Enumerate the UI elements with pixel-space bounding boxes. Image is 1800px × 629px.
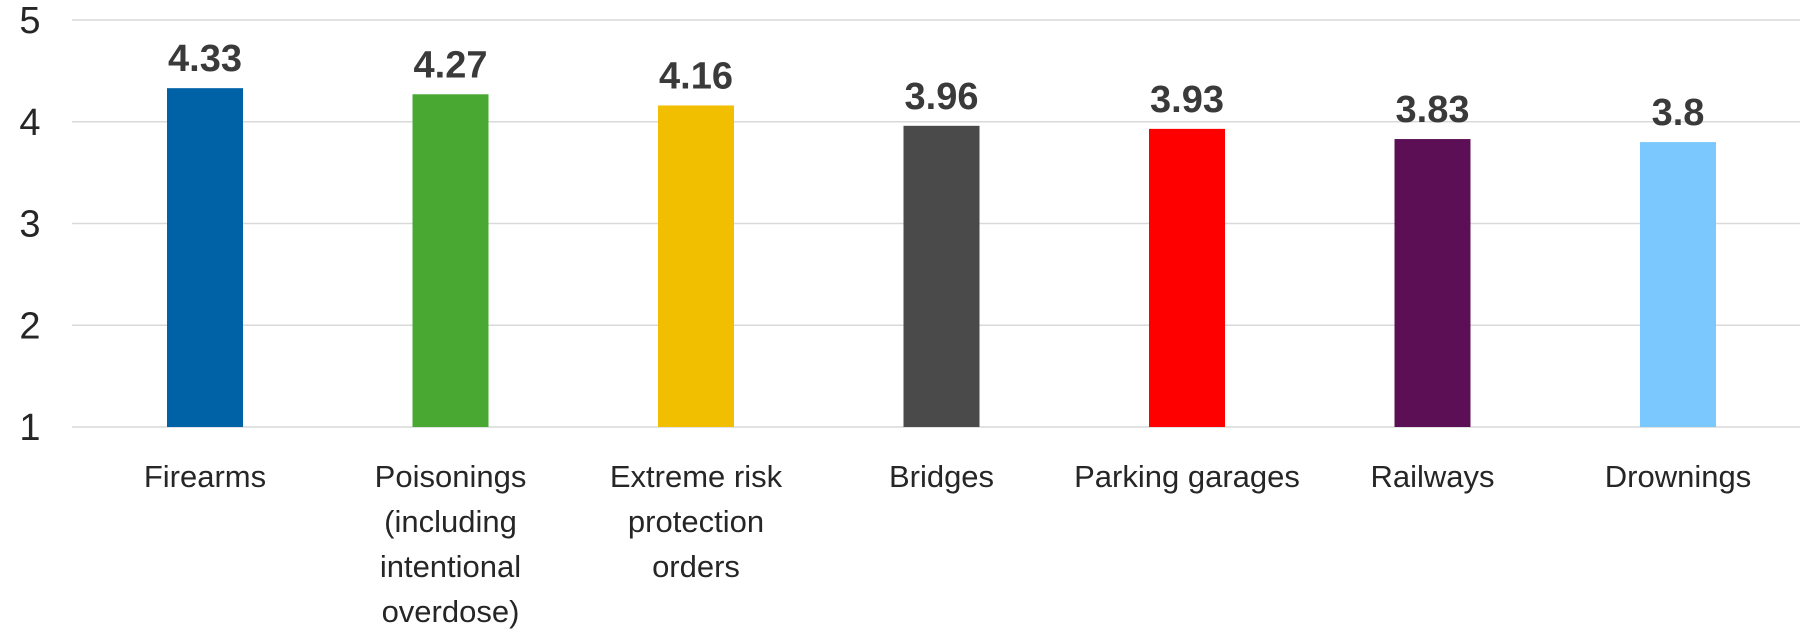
x-category-label-line: Firearms — [144, 459, 266, 494]
bar — [1149, 128, 1225, 427]
x-category-label-line: Extreme risk — [610, 459, 783, 494]
y-tick-label: 1 — [19, 407, 40, 449]
bar — [903, 125, 980, 427]
x-category-label: Poisonings (including intentional overdose) — [375, 459, 527, 629]
bar — [1640, 142, 1716, 427]
x-category-label-line: Parking garages — [1074, 459, 1300, 494]
data-label: 4.27 — [414, 44, 488, 86]
bar — [1394, 139, 1471, 428]
x-category-label: Firearms — [144, 459, 266, 494]
x-category-label-line: Poisonings — [375, 459, 527, 494]
x-category-label-line: (including — [384, 504, 517, 539]
y-tick-label: 5 — [19, 0, 40, 42]
x-category-label-line: overdose) — [382, 594, 520, 629]
x-category-label: Railways — [1370, 459, 1494, 494]
data-label: 3.8 — [1652, 92, 1705, 134]
bar — [167, 88, 243, 428]
x-category-label: Extreme risk protection orders — [610, 459, 783, 584]
y-tick-label: 4 — [19, 102, 40, 144]
bar — [658, 105, 734, 427]
x-category-label-line: Railways — [1370, 459, 1494, 494]
x-category-label: Drownings — [1605, 459, 1751, 494]
x-category-label-line: orders — [652, 549, 740, 584]
x-category-label-line: Drownings — [1605, 459, 1751, 494]
data-label: 3.96 — [905, 76, 979, 118]
x-axis-categories: Firearms Poisonings (including intentional o… — [144, 459, 1751, 629]
data-label: 3.93 — [1150, 79, 1224, 121]
data-label: 3.83 — [1396, 89, 1470, 131]
y-tick-label: 2 — [19, 305, 40, 347]
x-category-label: Bridges — [889, 459, 994, 494]
x-category-label-line: Bridges — [889, 459, 994, 494]
x-category-label-line: protection — [628, 504, 764, 539]
x-category-label-line: intentional — [380, 549, 521, 584]
data-label: 4.33 — [168, 38, 242, 80]
y-axis-ticks: 1 2 3 4 5 — [19, 0, 40, 449]
data-label: 4.16 — [659, 55, 733, 97]
bars — [167, 88, 1716, 428]
bar — [412, 94, 489, 427]
data-labels: 4.33 4.27 4.16 3.96 3.93 3.83 3.8 — [168, 38, 1704, 134]
y-tick-label: 3 — [19, 204, 40, 246]
x-category-label: Parking garages — [1074, 459, 1300, 494]
